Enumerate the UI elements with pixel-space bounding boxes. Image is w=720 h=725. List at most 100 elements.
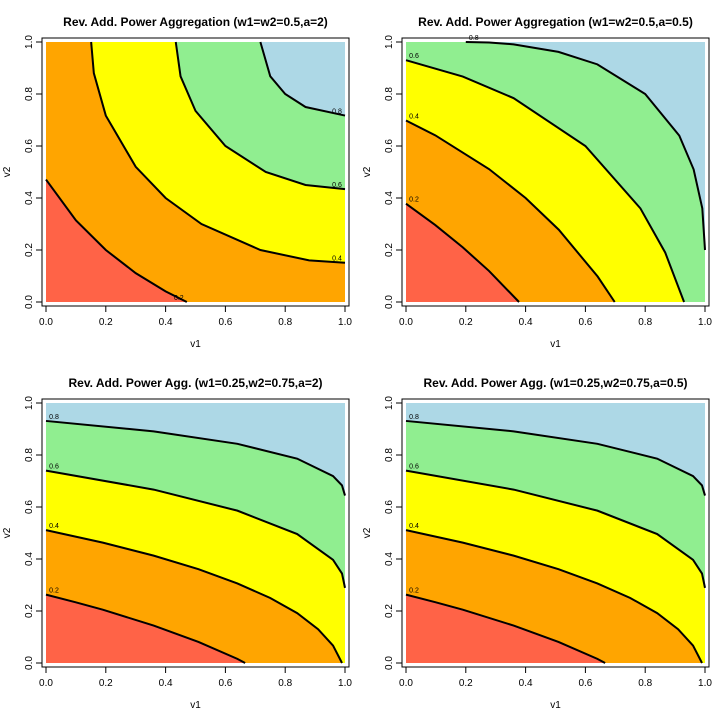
y-tick-label: 0.2 (384, 604, 395, 618)
contour-fill (46, 42, 345, 302)
x-tick-label: 1.0 (698, 317, 712, 328)
y-tick-label: 0.4 (24, 191, 35, 205)
contour-fill (406, 594, 606, 663)
y-tick-label: 0.2 (384, 243, 395, 257)
x-tick-label: 1.0 (338, 317, 352, 328)
contour-line (90, 41, 346, 264)
contour-line (465, 41, 706, 251)
chart-title: Rev. Add. Power Agg. (w1=0.25,w2=0.75,a=… (424, 376, 688, 390)
x-axis-label: v1 (550, 339, 561, 350)
y-tick-label: 1.0 (384, 396, 395, 410)
y-tick-label: 1.0 (24, 35, 35, 49)
x-tick-label: 0.0 (39, 678, 53, 689)
contour-label: 0.6 (409, 464, 419, 471)
x-tick-label: 0.2 (459, 317, 473, 328)
contour-label: 0.8 (409, 414, 419, 421)
x-tick-label: 0.6 (218, 317, 232, 328)
chart-title: Rev. Add. Power Aggregation (w1=w2=0.5,a… (63, 15, 328, 29)
contour-line (174, 41, 346, 191)
contour-label: 0.4 (332, 256, 342, 263)
y-tick-label: 0.4 (24, 552, 35, 566)
contour-line (405, 593, 606, 664)
x-axis-label: v1 (550, 700, 561, 711)
contour-line (405, 119, 616, 303)
panel: Rev. Add. Power Aggregation (w1=w2=0.5,a… (362, 15, 712, 350)
contour-line (259, 41, 346, 117)
contour-line (405, 202, 520, 303)
x-tick-label: 0.4 (519, 678, 533, 689)
contour-label: 0.4 (409, 523, 419, 530)
x-tick-label: 0.0 (39, 317, 53, 328)
x-tick-label: 0.8 (638, 317, 652, 328)
x-tick-label: 0.0 (399, 678, 413, 689)
x-tick-label: 0.8 (278, 317, 292, 328)
y-tick-label: 0.8 (24, 87, 35, 101)
contour-label: 0.8 (49, 414, 59, 421)
chart-title: Rev. Add. Power Agg. (w1=0.25,w2=0.75,a=… (69, 376, 323, 390)
contour-fill (46, 179, 187, 302)
x-tick-label: 0.0 (399, 317, 413, 328)
y-tick-label: 0.6 (384, 139, 395, 153)
y-tick-label: 0.6 (24, 139, 35, 153)
x-tick-label: 0.4 (159, 317, 173, 328)
contour-fill (46, 594, 246, 663)
panel: Rev. Add. Power Agg. (w1=0.25,w2=0.75,a=… (2, 376, 352, 711)
y-tick-label: 0.0 (384, 295, 395, 309)
contour-label: 0.2 (409, 197, 419, 204)
y-axis-label: v2 (2, 527, 13, 538)
x-tick-label: 0.6 (578, 678, 592, 689)
contour-label: 0.6 (332, 182, 342, 189)
contour-line (405, 419, 706, 496)
x-tick-label: 0.2 (459, 678, 473, 689)
panel: Rev. Add. Power Agg. (w1=0.25,w2=0.75,a=… (362, 376, 712, 711)
x-tick-label: 1.0 (338, 678, 352, 689)
panel: Rev. Add. Power Aggregation (w1=w2=0.5,a… (2, 15, 352, 350)
contour-line (405, 529, 703, 664)
y-axis-label: v2 (362, 527, 373, 538)
x-tick-label: 0.2 (99, 678, 113, 689)
y-tick-label: 1.0 (24, 396, 35, 410)
contour-line (405, 59, 686, 303)
x-axis-label: v1 (190, 700, 201, 711)
contour-label: 0.4 (49, 523, 59, 530)
contour-label: 0.6 (49, 464, 59, 471)
x-tick-label: 0.4 (519, 317, 533, 328)
contour-label: 0.2 (174, 295, 184, 302)
x-tick-label: 0.6 (578, 317, 592, 328)
contour-label: 0.2 (49, 588, 59, 595)
y-tick-label: 0.8 (384, 448, 395, 462)
contour-fill (406, 203, 520, 302)
contour-line (45, 529, 343, 664)
y-axis-label: v2 (362, 166, 373, 177)
y-tick-label: 0.4 (384, 552, 395, 566)
contour-line (405, 469, 706, 589)
y-tick-label: 0.8 (384, 87, 395, 101)
contour-label: 0.8 (332, 109, 342, 116)
x-tick-label: 0.6 (218, 678, 232, 689)
y-axis-label: v2 (2, 166, 13, 177)
chart-title: Rev. Add. Power Aggregation (w1=w2=0.5,a… (418, 15, 693, 29)
x-tick-label: 1.0 (698, 678, 712, 689)
y-tick-label: 0.0 (24, 295, 35, 309)
y-tick-label: 0.2 (24, 604, 35, 618)
y-tick-label: 0.6 (24, 500, 35, 514)
y-tick-label: 0.6 (384, 500, 395, 514)
contour-line (45, 178, 188, 303)
y-tick-label: 0.2 (24, 243, 35, 257)
contour-label: 0.2 (409, 588, 419, 595)
contour-label: 0.6 (409, 53, 419, 60)
x-axis-label: v1 (190, 339, 201, 350)
x-tick-label: 0.4 (159, 678, 173, 689)
contour-line (45, 593, 246, 664)
x-tick-label: 0.2 (99, 317, 113, 328)
contour-line (45, 469, 346, 589)
contour-line (45, 419, 346, 496)
x-tick-label: 0.8 (278, 678, 292, 689)
y-tick-label: 0.0 (384, 656, 395, 670)
y-tick-label: 1.0 (384, 35, 395, 49)
x-tick-label: 0.8 (638, 678, 652, 689)
contour-label: 0.4 (409, 114, 419, 121)
y-tick-label: 0.8 (24, 448, 35, 462)
y-tick-label: 0.0 (24, 656, 35, 670)
